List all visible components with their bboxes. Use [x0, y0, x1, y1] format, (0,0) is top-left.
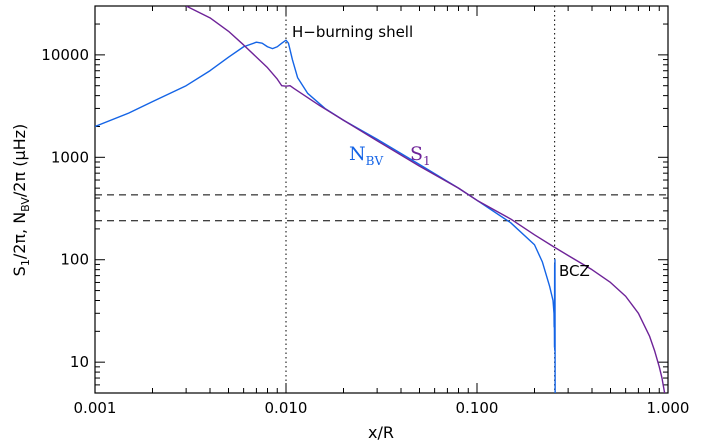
x-axis-title: x/R [368, 423, 394, 442]
nbv-series-label: NBV [349, 143, 383, 168]
x-tick-label: 0.010 [265, 399, 308, 417]
minor-ticks [95, 5, 668, 394]
y-axis-title-part1: S [10, 266, 29, 276]
nbv-label-main: N [349, 143, 366, 165]
y-axis-title: S1/2π, NBV/2π (μHz) [10, 124, 32, 277]
s1-series-label: S1 [410, 143, 431, 168]
nbv-label-sub: BV [366, 154, 384, 168]
y-axis-title-sub1: 1 [19, 259, 32, 266]
x-tick-label: 1.000 [647, 399, 690, 417]
x-tick-labels: 0.001 0.010 0.100 1.000 [74, 399, 690, 417]
s1-series-line [185, 6, 666, 393]
y-tick-label: 10000 [41, 46, 89, 64]
s1-label-sub: 1 [423, 154, 431, 168]
x-tick-label: 0.100 [456, 399, 499, 417]
reference-lines [95, 6, 668, 393]
series-group [95, 6, 666, 393]
nbv-series-line [95, 39, 556, 393]
plot-frame [94, 5, 669, 394]
y-tick-label: 100 [60, 251, 89, 269]
y-axis-title-sub2: BV [19, 197, 32, 212]
s1-label-main: S [410, 143, 423, 165]
x-tick-label: 0.001 [74, 399, 117, 417]
y-axis-title-part2: /2π, N [10, 212, 29, 259]
h-burning-shell-annotation: H−burning shell [292, 23, 413, 41]
y-axis-title-part3: /2π (μHz) [10, 124, 29, 197]
y-tick-label: 10 [70, 353, 89, 371]
major-ticks [94, 6, 669, 393]
y-tick-labels: 10 100 1000 10000 [41, 46, 89, 371]
y-tick-label: 1000 [51, 148, 89, 166]
bcz-annotation: BCZ [559, 262, 590, 280]
